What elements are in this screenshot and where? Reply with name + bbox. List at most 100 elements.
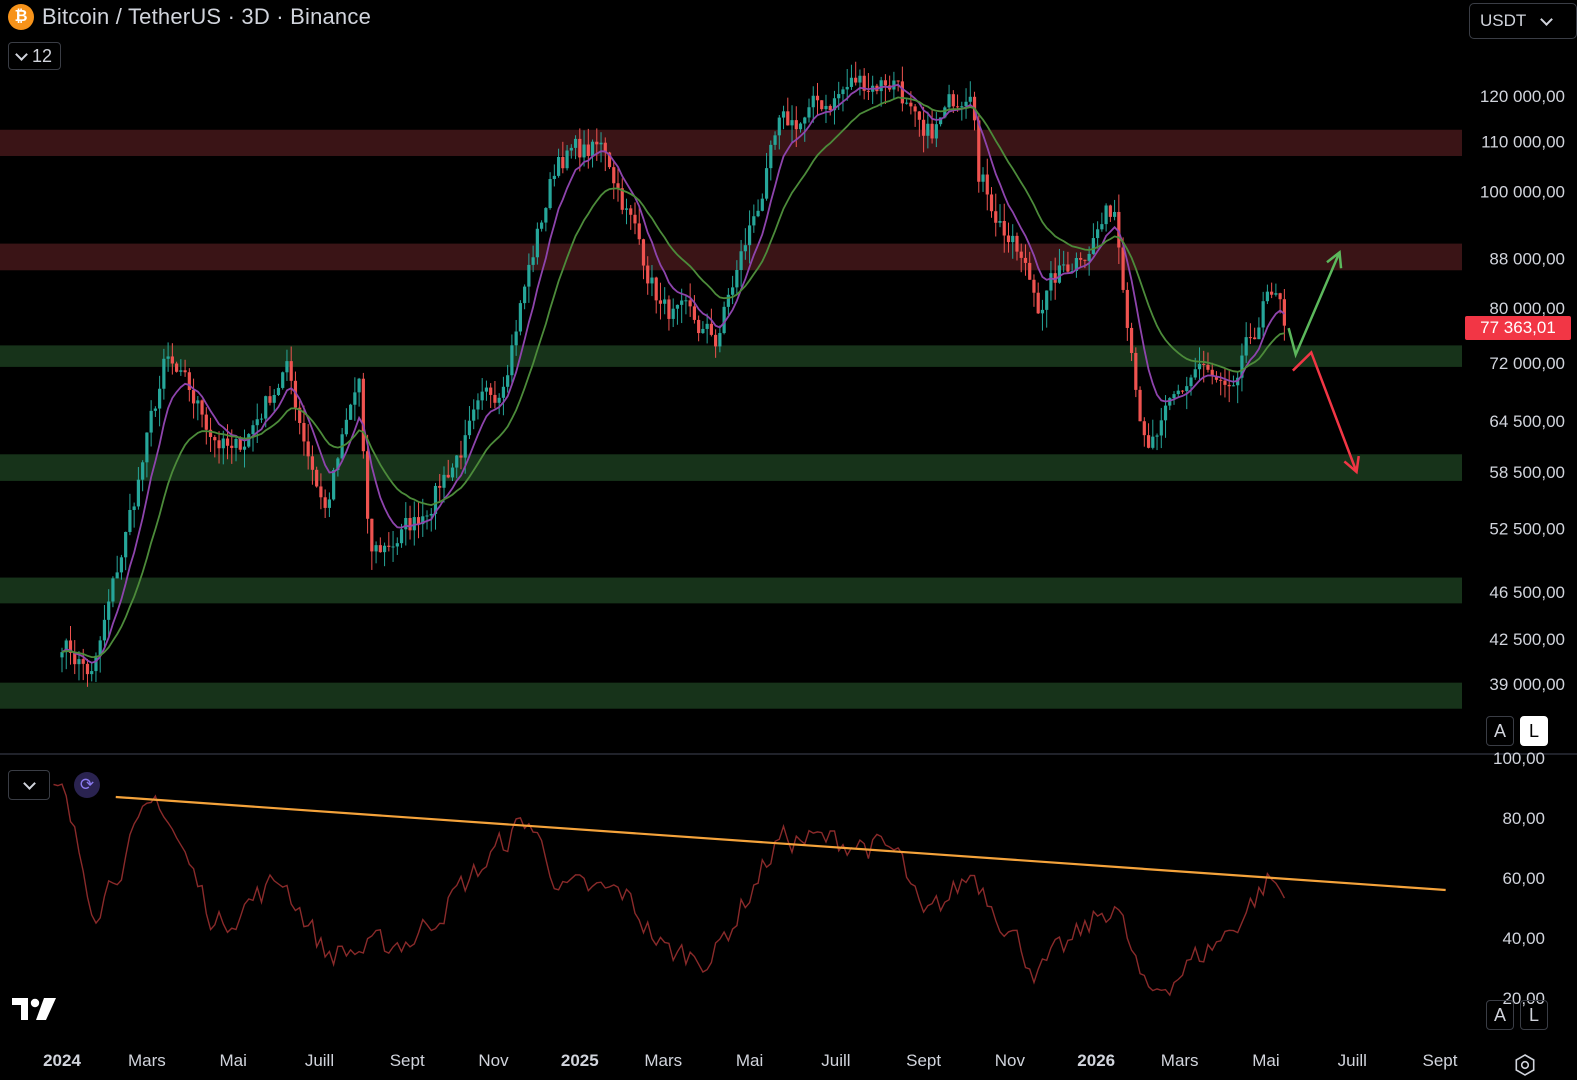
candle-body <box>760 198 764 211</box>
candle-body <box>459 455 463 458</box>
time-tick-label: Nov <box>995 1051 1026 1070</box>
candle-body <box>803 117 807 124</box>
candle-body <box>442 474 446 488</box>
candle-body <box>637 223 641 240</box>
price-tick-label: 46 500,00 <box>1489 583 1565 602</box>
candle-body <box>739 251 743 271</box>
candle-body <box>845 86 849 90</box>
price-tick-label: 52 500,00 <box>1489 519 1565 538</box>
candle-body <box>1168 398 1172 406</box>
gear-icon[interactable] <box>1514 1054 1536 1076</box>
rsi-auto-scale-button[interactable]: A <box>1486 1000 1514 1030</box>
candle-body <box>1036 292 1040 314</box>
candle-body <box>1129 327 1134 353</box>
candle-body <box>1206 364 1210 370</box>
chevron-down-icon <box>1540 12 1554 26</box>
candle-body <box>1163 405 1168 421</box>
candle-body <box>824 105 828 110</box>
candle-body <box>947 94 951 108</box>
collapse-pane-button[interactable] <box>8 770 50 800</box>
candle-body <box>153 408 157 411</box>
candle-body <box>828 105 832 111</box>
auto-scale-button[interactable]: A <box>1486 716 1514 746</box>
candle-body <box>1253 337 1257 340</box>
candle-body <box>764 168 769 199</box>
candle-body <box>272 395 276 403</box>
candle-body <box>472 409 476 421</box>
candle-body <box>1104 205 1108 225</box>
price-tick-label: 100 000,00 <box>1480 182 1565 201</box>
projection-arrows <box>1287 249 1360 475</box>
candle-body <box>1096 229 1100 239</box>
candle-body <box>310 456 315 470</box>
candle-body <box>64 640 68 653</box>
candle-body <box>641 239 646 266</box>
candle-body <box>743 245 747 252</box>
price-tick-label: 80 000,00 <box>1489 299 1565 318</box>
refresh-icon[interactable]: ⟳ <box>74 772 100 798</box>
candle-body <box>815 95 820 101</box>
candle-body <box>688 300 692 307</box>
candle-body <box>1248 337 1253 339</box>
candle-body <box>1023 257 1028 263</box>
candle-body <box>1210 369 1214 377</box>
currency-selector[interactable]: USDT <box>1469 3 1577 39</box>
rsi-log-scale-button[interactable]: L <box>1520 1000 1548 1030</box>
candle-body <box>731 287 735 295</box>
candle-body <box>709 323 713 335</box>
candle-body <box>650 277 654 284</box>
candle-body <box>849 77 854 87</box>
candle-body <box>582 144 586 158</box>
candle-body <box>705 323 709 329</box>
candle-body <box>1002 220 1006 236</box>
candle-body <box>777 117 781 136</box>
candle-body <box>900 81 904 104</box>
candle-body <box>718 333 722 347</box>
candle-body <box>858 75 862 83</box>
candle-body <box>1083 259 1087 261</box>
candle-body <box>854 77 858 83</box>
candle-body <box>378 545 382 553</box>
candle-body <box>697 319 701 334</box>
candles <box>60 61 1286 687</box>
candle-body <box>1202 363 1206 365</box>
candle-body <box>497 397 501 403</box>
candle-body <box>786 111 790 126</box>
chevron-down-icon <box>22 776 36 790</box>
indicators-toggle-button[interactable]: 12 <box>8 42 62 70</box>
bitcoin-icon: ₿ <box>8 4 34 30</box>
candle-body <box>752 216 756 226</box>
candle-body <box>1045 290 1049 310</box>
resistance-zone <box>0 243 1462 271</box>
candle-body <box>255 419 259 426</box>
candle-body <box>781 111 786 118</box>
price-tick-label: 72 000,00 <box>1489 354 1565 373</box>
candle-body <box>365 451 370 519</box>
candle-body <box>264 396 268 419</box>
candle-body <box>1231 385 1236 387</box>
candle-body <box>684 300 688 302</box>
candle-body <box>1006 235 1011 243</box>
candle-body <box>1134 352 1138 390</box>
candle-body <box>421 516 425 525</box>
candle-body <box>510 345 514 376</box>
candle-body <box>773 135 777 145</box>
log-scale-button[interactable]: L <box>1520 716 1548 746</box>
support-zone <box>0 577 1462 604</box>
symbol-title[interactable]: Bitcoin / TetherUS · 3D · Binance <box>42 4 372 29</box>
candle-body <box>985 174 989 195</box>
candle-body <box>951 94 955 107</box>
candle-body <box>315 469 319 487</box>
candle-body <box>208 429 213 438</box>
candle-body <box>1057 265 1062 283</box>
candle-body <box>1032 279 1036 293</box>
price-tick-label: 39 000,00 <box>1489 675 1565 694</box>
candle-body <box>174 363 179 372</box>
time-tick-label: Sept <box>1423 1051 1458 1070</box>
candle-body <box>586 144 590 156</box>
candle-body <box>1244 337 1248 356</box>
candle-body <box>1117 211 1121 248</box>
candle-body <box>930 123 934 139</box>
candle-body <box>107 601 111 620</box>
